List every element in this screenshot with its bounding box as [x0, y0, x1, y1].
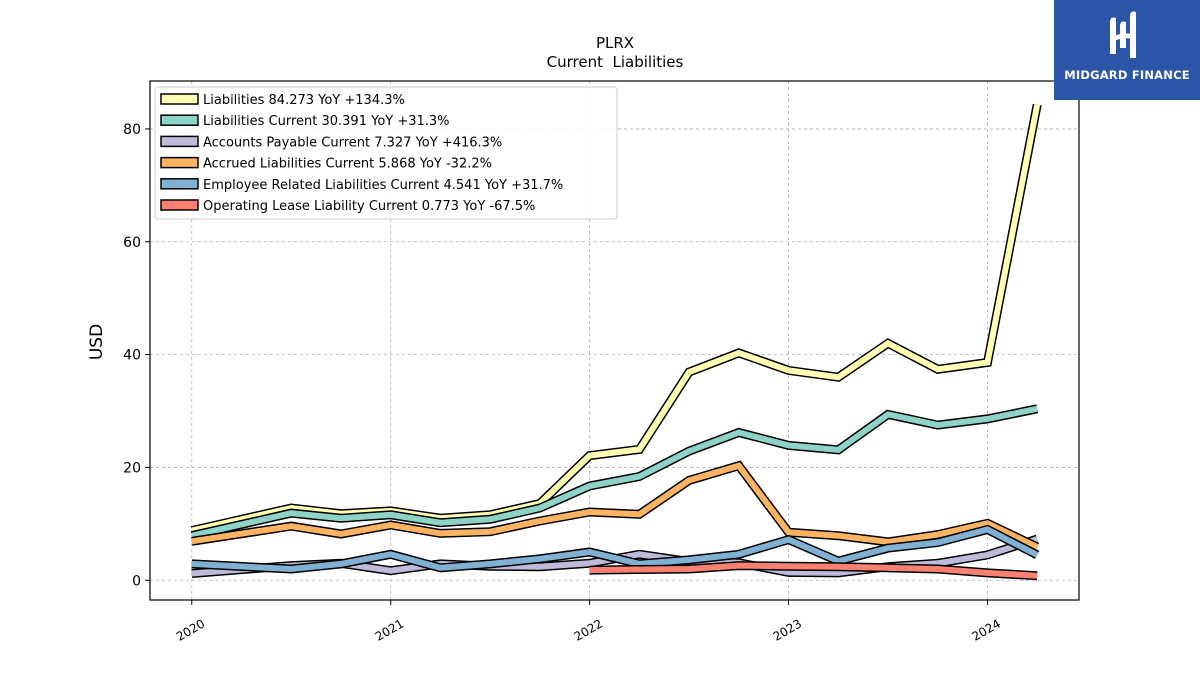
legend-item: Accounts Payable Current 7.327 YoY +416.… — [160, 135, 502, 150]
y-tick-label: 60 — [123, 235, 141, 251]
legend-item: Accrued Liabilities Current 5.868 YoY -3… — [160, 156, 492, 172]
series-3 — [191, 460, 1040, 552]
legend-label: Employee Related Liabilities Current 4.5… — [203, 178, 563, 193]
chart-title: PLRX — [596, 34, 634, 52]
x-tick-label: 2023 — [771, 616, 804, 643]
series-line — [589, 562, 1038, 579]
y-tick-label: 80 — [123, 122, 141, 138]
series-5 — [589, 561, 1038, 581]
series-4 — [191, 524, 1040, 574]
legend-swatch — [160, 178, 199, 190]
y-axis-label: USD — [87, 324, 107, 360]
legend-label: Operating Lease Liability Current 0.773 … — [203, 199, 535, 214]
series-1 — [190, 404, 1039, 541]
series-line — [191, 526, 1039, 573]
brand-logo: MIDGARD FINANCE — [1054, 0, 1200, 100]
legend-swatch — [160, 135, 199, 148]
legend-label: Accounts Payable Current 7.327 YoY +416.… — [203, 135, 502, 150]
legend-swatch — [160, 114, 199, 126]
x-tick-label: 2020 — [174, 616, 207, 643]
legend-label: Accrued Liabilities Current 5.868 YoY -3… — [203, 157, 492, 172]
legend-item: Operating Lease Liability Current 0.773 … — [160, 199, 535, 214]
y-tick-label: 0 — [132, 573, 141, 589]
y-tick-label: 40 — [123, 348, 141, 364]
logo-mark-icon — [1110, 11, 1136, 58]
legend-item: Employee Related Liabilities Current 4.5… — [160, 178, 563, 193]
series-line — [191, 462, 1039, 550]
legend-swatch — [160, 156, 199, 169]
axis-ticks: 0 20 40 60 80 2020 2021 2022 2023 2024 — [123, 122, 1003, 644]
legend-swatch — [160, 199, 199, 211]
legend-item: Liabilities 84.273 YoY +134.3% — [160, 93, 405, 108]
x-tick-label: 2021 — [373, 616, 406, 643]
chart-subtitle: Current Liabilities — [547, 53, 684, 71]
legend-swatch — [160, 93, 199, 105]
series-line — [191, 405, 1038, 539]
series-lines — [190, 103, 1042, 581]
x-tick-label: 2022 — [572, 616, 605, 643]
legend-label: Liabilities 84.273 YoY +134.3% — [203, 93, 405, 108]
legend-item: Liabilities Current 30.391 YoY +31.3% — [160, 114, 450, 129]
legend-label: Liabilities Current 30.391 YoY +31.3% — [203, 114, 450, 129]
legend: Liabilities 84.273 YoY +134.3% Liabilitie… — [154, 86, 618, 220]
x-tick-label: 2024 — [970, 616, 1003, 643]
logo-text: MIDGARD FINANCE — [1064, 68, 1190, 82]
y-tick-label: 20 — [123, 460, 141, 476]
legend-box — [154, 86, 618, 220]
plot-frame — [149, 80, 1080, 601]
